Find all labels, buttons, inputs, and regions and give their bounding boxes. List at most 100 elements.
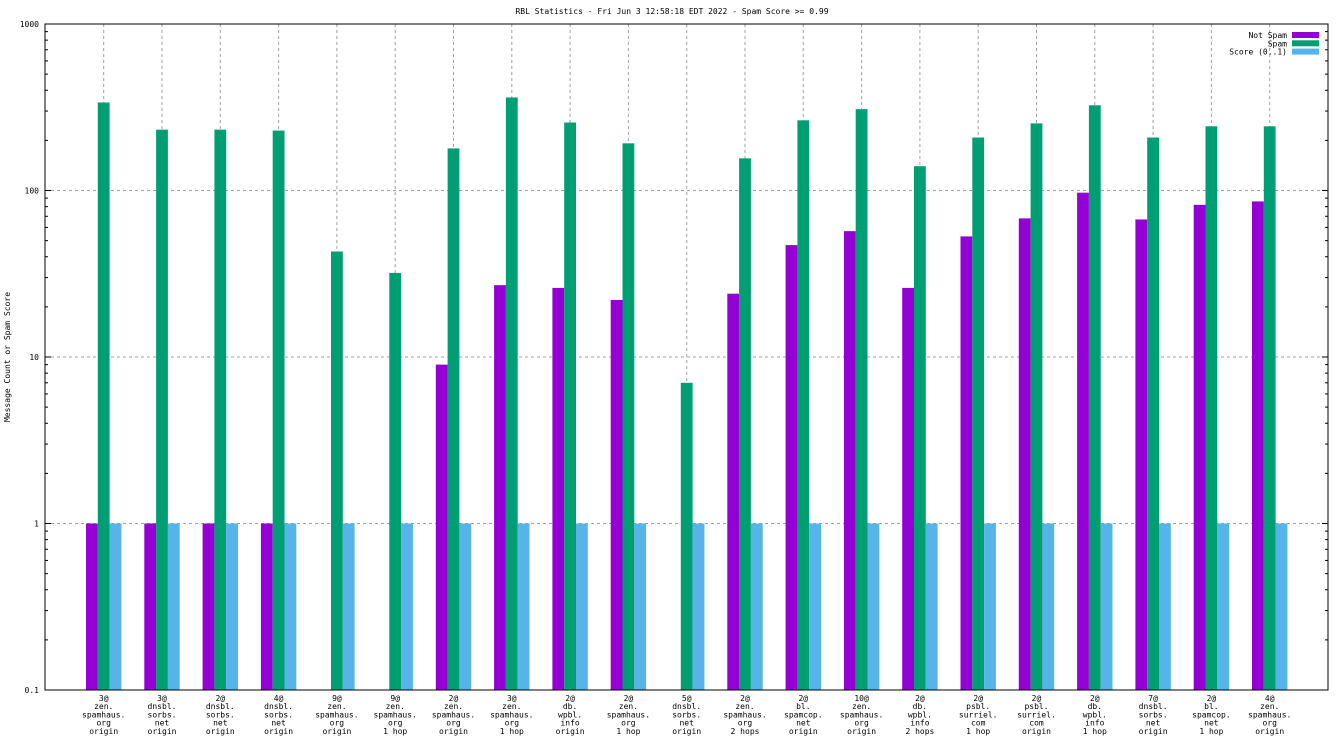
bar-not-spam [610,299,623,690]
x-tick-label: 1 hop [616,727,640,736]
bar-spam [972,137,985,690]
x-tick-label: 1 hop [1199,727,1223,736]
x-tick-label: 1 hop [500,727,524,736]
y-ticks: 0.1 1 10 100 1000 [20,20,1328,695]
bar-score-0-1 [1042,523,1055,690]
bars [86,97,1288,691]
x-tick-label: sorbs. [672,710,701,719]
x-tick-label: spamhaus. [607,710,650,719]
bar-not-spam [1193,204,1206,691]
bar-not-spam [202,523,215,690]
x-tick-label: dnsbl. [148,702,177,711]
y-tick-label: 1000 [20,20,39,29]
bar-spam [214,129,227,691]
x-tick-label: net [679,719,694,728]
x-tick-label: spamcop. [1192,710,1231,719]
legend-swatch [1292,32,1319,38]
bar-spam [797,120,810,690]
legend-label: Score (0..1) [1229,48,1287,57]
bar-score-0-1 [925,523,938,690]
bar-score-0-1 [1275,523,1288,690]
bar-score-0-1 [1159,523,1171,690]
x-tick-label: surriel. [1017,710,1056,719]
bar-spam [564,122,576,690]
x-tick-label: org [738,719,753,728]
x-tick-label: com [971,719,986,728]
x-tick-label: wpbl. [1083,710,1107,719]
bar-spam [622,143,635,691]
x-tick-label: origin [847,727,876,736]
y-tick-label: 1 [34,520,39,529]
x-tick-label: 4@ [1265,694,1275,703]
bar-not-spam [1135,219,1148,690]
x-tick-label: psbl. [966,702,990,711]
x-tick-label: origin [148,727,177,736]
x-tick-label: net [271,719,286,728]
bar-spam [739,158,751,691]
bar-score-0-1 [167,523,180,690]
x-tick-label: org [1262,719,1277,728]
bar-score-0-1 [109,523,122,690]
x-tick-label: 3@ [507,694,517,703]
bar-score-0-1 [342,523,355,690]
chart-title: RBL Statistics - Fri Jun 3 12:58:18 EDT … [515,7,828,16]
x-tick-label: sorbs. [1139,710,1168,719]
bar-score-0-1 [634,523,647,690]
bar-spam [505,97,518,690]
x-tick-label: 2@ [565,694,575,703]
bar-spam [1205,126,1218,690]
legend-label: Not Spam [1248,31,1287,40]
x-tick-label: origin [789,727,818,736]
y-tick-label: 10 [29,353,39,362]
x-tick-label: zen. [735,702,754,711]
bar-score-0-1 [1217,523,1230,690]
bar-spam [156,129,168,691]
x-tick-label: org [854,719,869,728]
x-tick-label: info [910,719,929,728]
x-tick-label: 2@ [215,694,225,703]
x-tick-label: 1 hop [383,727,407,736]
x-tick-label: zen. [619,702,638,711]
x-tick-label: origin [206,727,235,736]
bar-score-0-1 [226,523,238,690]
x-tick-label: wpbl. [908,710,932,719]
y-tick-label: 100 [25,187,40,196]
x-tick-label: 7@ [1148,694,1158,703]
x-tick-label: origin [556,727,585,736]
bar-score-0-1 [692,523,705,690]
bar-spam [272,130,285,690]
x-tick-label: zen. [502,702,521,711]
x-tick-label: wpbl. [558,710,582,719]
x-tick-label: bl. [796,702,810,711]
bar-not-spam [1252,201,1264,690]
x-tick-label: 2 hops [905,727,934,736]
bar-not-spam [727,293,740,690]
x-tick-label: 2@ [624,694,634,703]
x-tick-label: zen. [94,702,113,711]
bar-not-spam [1077,192,1089,690]
x-tick-label: net [1146,719,1161,728]
x-tick-label: 2@ [973,694,983,703]
bar-score-0-1 [984,523,996,690]
x-tick-label: info [560,719,579,728]
bar-score-0-1 [517,523,530,690]
x-tick-label: spamhaus. [432,710,475,719]
x-tick-label: spamhaus. [374,710,417,719]
bar-spam [1147,137,1159,690]
bar-spam [1263,126,1276,690]
x-tick-label: surriel. [959,710,998,719]
x-tick-label: spamhaus. [315,710,358,719]
y-axis-label: Message Count or Spam Score [3,292,12,422]
bar-not-spam [1018,218,1031,690]
bar-score-0-1 [576,523,588,690]
x-tick-label: spamcop. [784,710,823,719]
x-tick-label: dnsbl. [264,702,293,711]
bar-not-spam [435,364,448,690]
x-tick-label: org [96,719,111,728]
x-tick-label: zen. [1260,702,1279,711]
bar-spam [914,166,926,690]
x-tick-label: net [213,719,228,728]
x-tick-label: org [388,719,403,728]
